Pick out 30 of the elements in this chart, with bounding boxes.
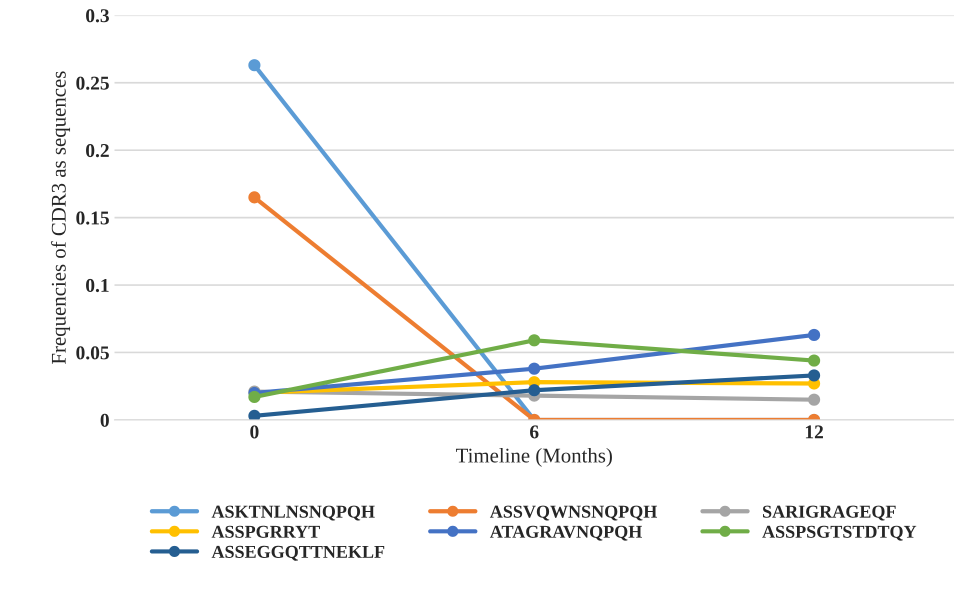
y-tick-label: 0: [100, 414, 109, 427]
y-axis-title: Frequencies of CDR3 as sequences: [50, 71, 70, 364]
y-tick-label: 0.15: [76, 211, 109, 225]
point: [248, 390, 260, 404]
point: [808, 394, 820, 406]
y-tick-label: 0.3: [86, 9, 109, 22]
point: [528, 384, 540, 396]
point: [808, 369, 820, 382]
legend-label: ATAGRAVNQPQH: [490, 526, 642, 541]
y-tick-label: 0.2: [86, 144, 109, 158]
x-tick-label: 6: [530, 425, 539, 438]
x-tick-label: 0: [250, 425, 259, 438]
x-tick-label: 12: [806, 425, 823, 438]
point: [528, 334, 540, 346]
legend-label: ASSVQWNSNQPQH: [490, 506, 658, 520]
point: [248, 59, 260, 72]
legend-label: ASSEGGQTTNEKLF: [212, 546, 384, 561]
legend-label: ASSPSGTSTDTQY: [762, 526, 916, 541]
y-tick-label: 0.1: [86, 278, 109, 292]
y-tick-label: 0.25: [76, 76, 109, 90]
point: [528, 362, 540, 375]
legend-label: ASKTNLNSNQPQH: [212, 506, 375, 520]
legend-label: SARIGRAGEQF: [763, 506, 896, 520]
x-axis-title: Timeline (Months): [456, 448, 612, 467]
point: [248, 410, 260, 420]
point: [808, 354, 820, 367]
point: [808, 328, 820, 342]
y-tick-label: 0.05: [76, 346, 109, 360]
legend-label: ASSPGRRYT: [212, 526, 320, 538]
point: [248, 191, 260, 204]
